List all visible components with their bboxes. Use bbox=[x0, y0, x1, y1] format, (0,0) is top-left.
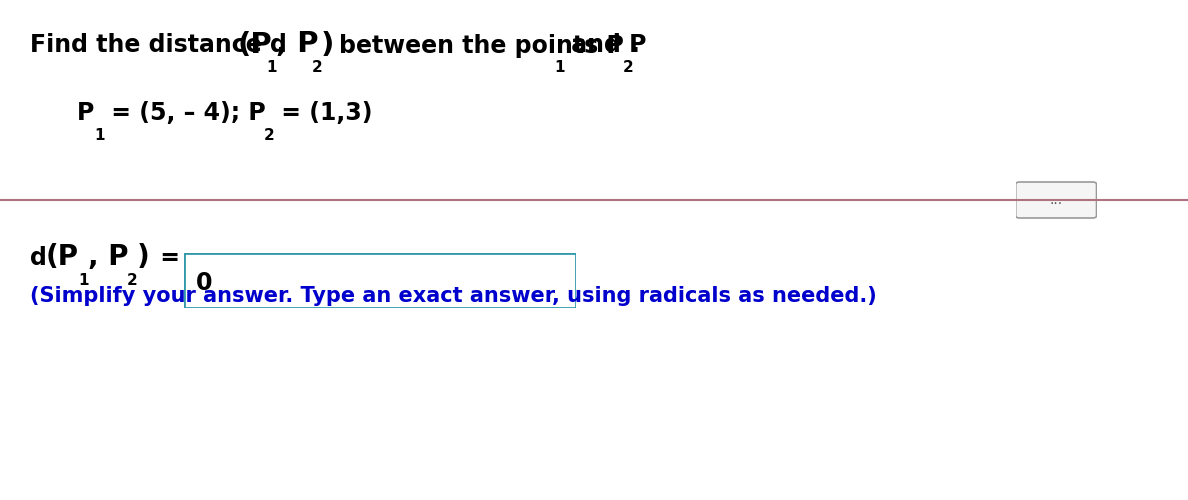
Text: = (5, – 4); P: = (5, – 4); P bbox=[103, 101, 266, 125]
FancyBboxPatch shape bbox=[1016, 182, 1097, 218]
Text: 1: 1 bbox=[555, 60, 565, 76]
FancyBboxPatch shape bbox=[184, 252, 576, 308]
Text: P: P bbox=[77, 101, 95, 125]
Text: 2: 2 bbox=[623, 60, 633, 76]
Text: 1: 1 bbox=[78, 273, 89, 288]
Text: Find the distance d: Find the distance d bbox=[30, 34, 286, 58]
Text: (P: (P bbox=[238, 30, 272, 58]
Text: .: . bbox=[631, 34, 639, 58]
Text: ): ) bbox=[137, 243, 150, 271]
Text: (Simplify your answer. Type an exact answer, using radicals as needed.): (Simplify your answer. Type an exact ans… bbox=[30, 286, 877, 306]
Text: , P: , P bbox=[276, 30, 318, 58]
Text: 1: 1 bbox=[94, 128, 105, 143]
Text: ): ) bbox=[321, 30, 334, 58]
Text: 2: 2 bbox=[311, 60, 322, 76]
Text: 2: 2 bbox=[127, 273, 138, 288]
Text: = (1,3): = (1,3) bbox=[273, 101, 373, 125]
Text: between the points P: between the points P bbox=[339, 34, 624, 58]
Text: d: d bbox=[30, 246, 46, 270]
Text: 2: 2 bbox=[264, 128, 274, 143]
Text: 0: 0 bbox=[196, 271, 213, 295]
Text: 1: 1 bbox=[266, 60, 277, 76]
Text: ...: ... bbox=[1049, 193, 1063, 207]
Text: , P: , P bbox=[88, 243, 128, 271]
Text: (P: (P bbox=[45, 243, 78, 271]
Text: and P: and P bbox=[563, 34, 646, 58]
Text: =: = bbox=[152, 246, 181, 270]
